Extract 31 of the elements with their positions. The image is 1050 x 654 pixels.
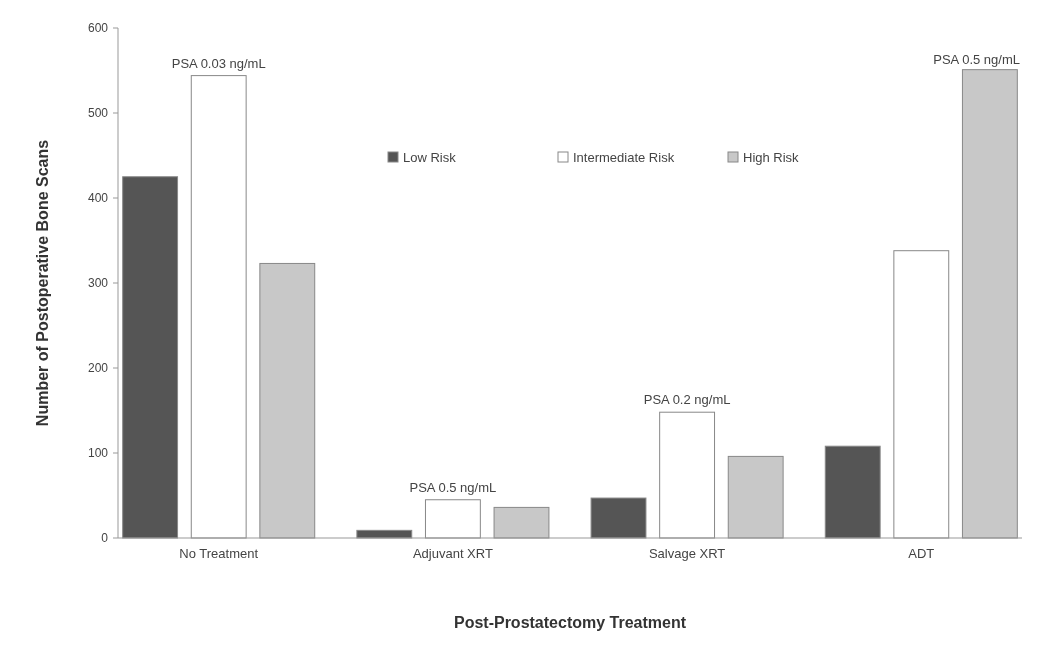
y-axis-title: Number of Postoperative Bone Scans xyxy=(34,139,51,427)
x-tick-label: Adjuvant XRT xyxy=(412,546,493,561)
bar xyxy=(590,497,647,539)
bar xyxy=(493,506,550,539)
bar xyxy=(259,262,316,539)
bar xyxy=(424,499,481,539)
y-tick-label: 200 xyxy=(87,361,109,376)
y-tick-label: 300 xyxy=(87,276,109,291)
annotation: PSA 0.2 ng/mL xyxy=(643,392,731,408)
bar xyxy=(893,250,950,539)
bar xyxy=(190,75,247,539)
annotation: PSA 0.5 ng/mL xyxy=(409,479,497,495)
y-tick-label: 0 xyxy=(101,531,109,546)
y-tick-label: 600 xyxy=(87,21,109,36)
y-tick-label: 500 xyxy=(87,106,109,121)
y-tick-label: 400 xyxy=(87,191,109,206)
x-tick-label: ADT xyxy=(908,546,935,561)
bar xyxy=(659,411,716,539)
bar xyxy=(824,445,881,539)
annotation: PSA 0.5 ng/mL xyxy=(933,52,1020,67)
bar xyxy=(122,176,179,539)
annotation: PSA 0.03 ng/mL xyxy=(171,55,266,71)
x-tick-label: No Treatment xyxy=(179,546,259,561)
bar xyxy=(727,455,784,539)
legend-label: Low Risk xyxy=(403,149,457,165)
x-axis-title: Post-Prostatectomy Treatment xyxy=(453,614,687,631)
x-tick-label: Salvage XRT xyxy=(648,546,726,561)
legend-label: High Risk xyxy=(743,149,800,165)
legend-label: Intermediate Risk xyxy=(573,149,675,165)
bar xyxy=(961,69,1018,539)
y-tick-label: 100 xyxy=(87,446,109,461)
